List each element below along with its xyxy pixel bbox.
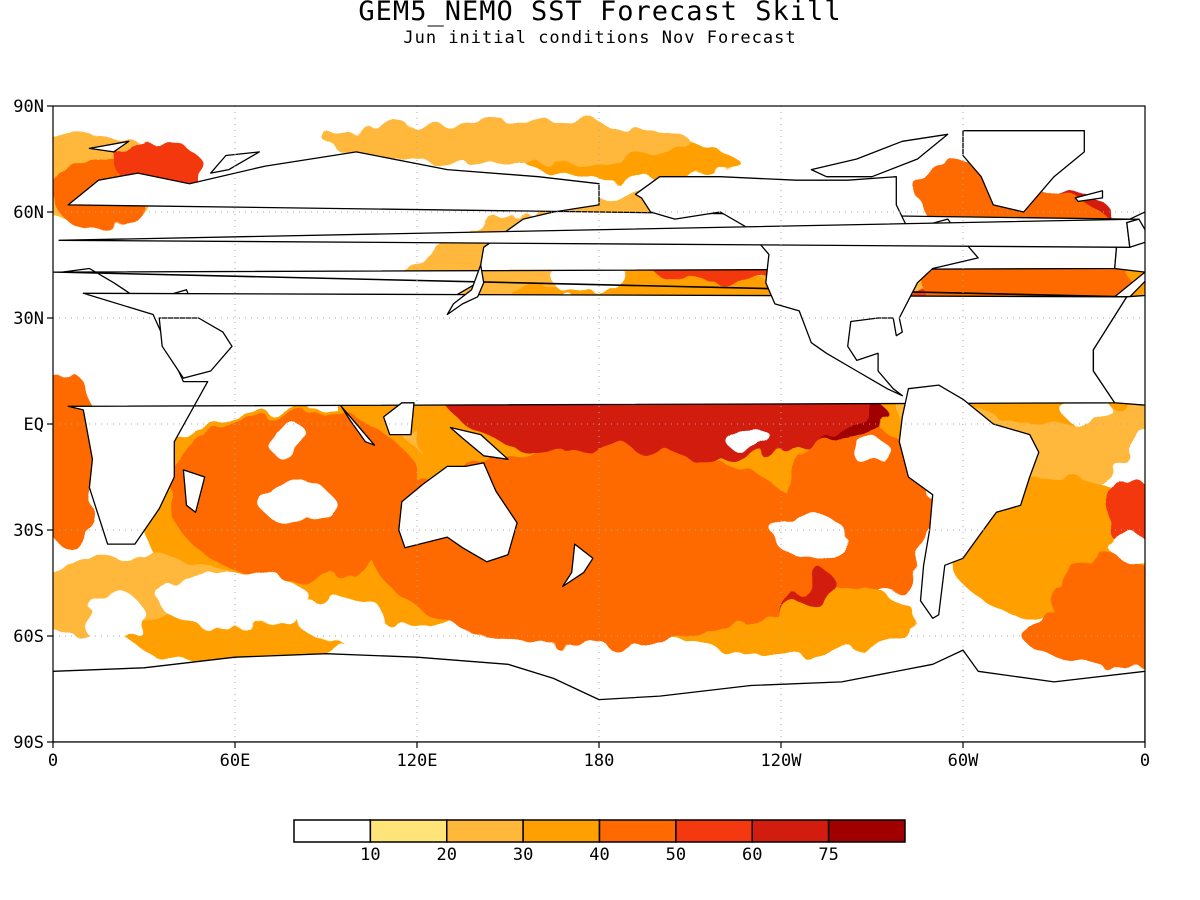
colorbar-swatch [446,819,524,843]
plot-area: 90N 60N 30N EQ 30S 60S 90S 0 60E 120E 180 120W 60W 0 [13,97,1150,771]
skill-region [1054,558,1145,644]
colorbar-label: 60 [742,845,762,865]
land-africa-wrap [1092,294,1145,406]
low-skill-gap [1111,533,1145,562]
colorbar-swatch [293,819,372,843]
colorbar-label: 50 [666,845,686,865]
lat-tick-label: 60S [13,627,44,647]
land-arctic-islands [810,133,949,178]
land-masses [53,130,1145,742]
lat-tick-label: 60N [13,203,44,223]
low-skill-gap [268,424,311,460]
lon-tick-label: 120W [761,751,803,771]
colorbar-label: 30 [513,845,533,865]
lon-tick-label: 0 [48,751,58,771]
land-iceland [1074,190,1104,203]
colorbar-label: 10 [360,845,380,865]
low-skill-gap [259,480,333,523]
low-skill-gap [295,597,387,640]
land-greenland [962,130,1085,213]
lon-tick-label: 60E [220,751,251,771]
lat-tick-label: 30N [13,309,44,329]
lat-tick-label: 30S [13,521,44,541]
land-antarctica [53,649,1145,742]
land-uk-wrap [1126,218,1145,249]
lon-tick-label: 60W [948,751,979,771]
land-novaya-zemlya [210,151,260,174]
land-japan [446,264,485,316]
land-madagascar [182,469,206,513]
colorbar: 10 20 30 40 50 60 75 [293,819,906,865]
colorbar-swatch [598,819,677,843]
skill-blob [128,607,342,665]
low-skill-gap [774,515,848,559]
lon-tick-label: 120E [397,751,438,771]
grid-lines [53,106,1145,742]
low-skill-gap [853,438,891,467]
colorbar-label: 75 [818,845,838,865]
land-arabia [158,317,233,379]
colorbar-swatch [751,819,830,843]
land-africa [67,292,1128,545]
land-new-zealand [561,543,594,588]
land-svalbard [88,140,130,153]
colorbar-label: 40 [589,845,609,865]
latitude-axis: 90N 60N 30N EQ 30S 60S 90S [13,97,53,753]
map-title: GEM5_NEMO SST Forecast Skill [358,0,842,27]
land-south-america [898,384,1040,619]
land-borneo [382,402,415,436]
lat-tick-label: EQ [24,415,44,435]
low-skill-gap [726,431,775,453]
land-sumatra [340,405,376,446]
lon-tick-label: 0 [1140,751,1150,771]
colorbar-label: 20 [437,845,457,865]
skill-blob [53,371,99,548]
colorbar-swatch [675,819,753,843]
land-australia [398,462,518,563]
low-skill-gap [83,590,144,647]
colorbar-swatch [827,819,906,843]
colorbar-swatch [369,819,448,843]
lat-tick-label: 90N [13,97,44,117]
map-subtitle: Jun initial conditions Nov Forecast [403,28,797,48]
land-new-guinea [449,426,509,460]
lat-tick-label: 90S [13,733,44,753]
lon-tick-label: 180 [584,751,615,771]
low-skill-gap [159,572,311,629]
colorbar-swatch [522,819,601,843]
longitude-axis: 0 60E 120E 180 120W 60W 0 [48,742,1150,771]
